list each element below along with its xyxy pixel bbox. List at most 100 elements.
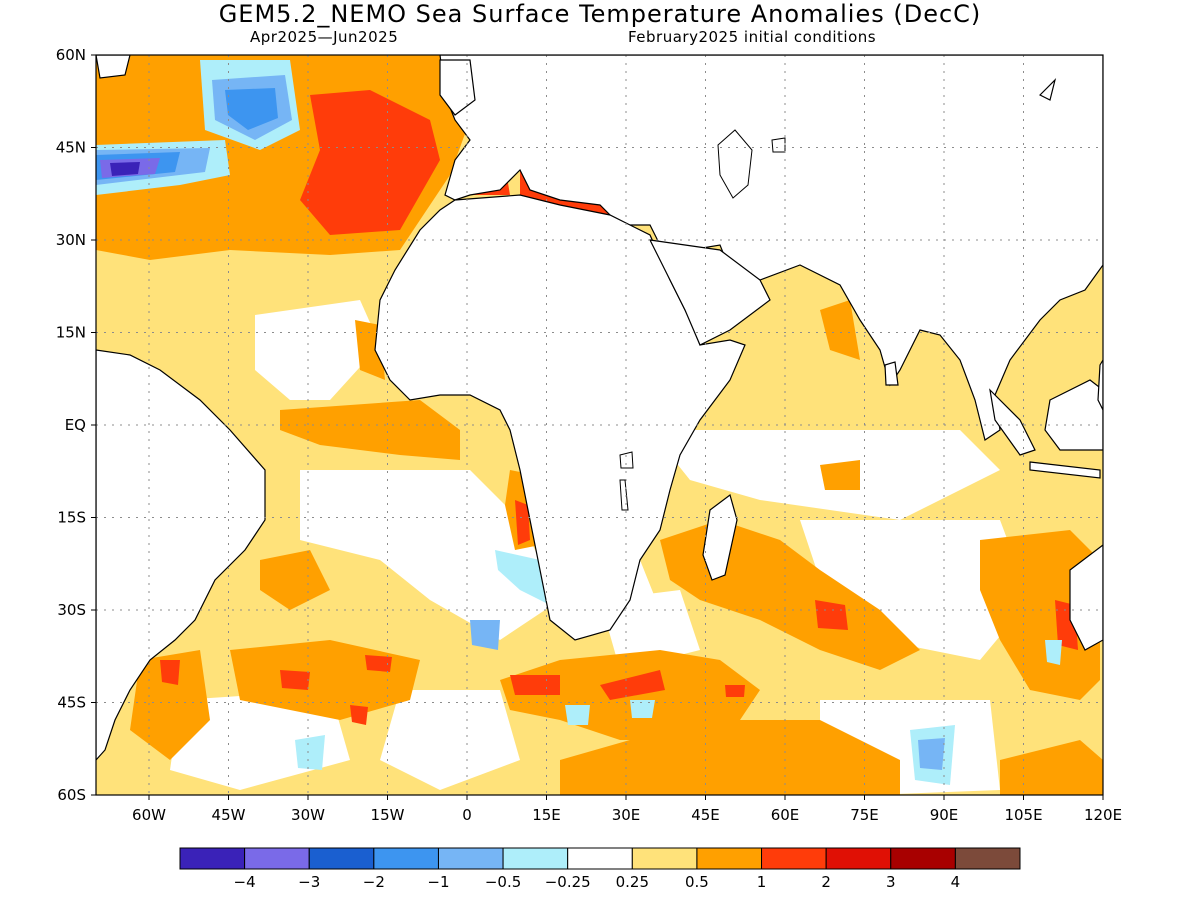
colorbar-swatch (308, 847, 375, 870)
map-title: GEM5.2_NEMO Sea Surface Temperature Anom… (218, 0, 982, 28)
lake-tanganyika (619, 479, 629, 511)
graticule (96, 55, 1103, 795)
greenland-tip-land (96, 55, 131, 79)
anomaly-band-0.5-1 (560, 720, 900, 795)
lon-tick-label: 105E (1004, 806, 1042, 824)
anomaly-band-neg-1 (225, 88, 278, 130)
anomaly-band-0.5-1 (1000, 740, 1103, 795)
colorbar-label: −0.25 (545, 873, 591, 891)
anomaly-band-neg-0.5 (470, 620, 500, 650)
anomaly-band-0.5-1 (820, 460, 860, 490)
lon-tick-label: 60W (132, 806, 166, 824)
caspian-sea (717, 129, 753, 199)
australia-land (1069, 544, 1103, 651)
anomaly-band-neutral (380, 690, 520, 790)
anomaly-band-neg-0.25 (495, 550, 550, 605)
colorbar-label: 4 (951, 873, 961, 891)
lon-tick-label: 15W (371, 806, 405, 824)
lat-tick-label: 30N (56, 231, 86, 249)
colorbar-swatch (502, 847, 569, 870)
anomaly-band-neg-0.25 (630, 700, 655, 718)
philippines-land (1097, 358, 1103, 411)
anomaly-band-0.5-1 (260, 550, 330, 610)
colorbar-label: 0.25 (616, 873, 649, 891)
borneo-land (1044, 379, 1103, 451)
colorbar-swatch (179, 847, 246, 870)
axis-ticks: 60W 45W 30W 15W 0 15E 30E 45E 60E 75E 90E 105E 120E 6… (56, 46, 1122, 824)
anomaly-band-neutral (800, 520, 1030, 660)
lat-tick-label: EQ (65, 416, 86, 434)
colorbar-label: −0.5 (485, 873, 521, 891)
madagascar-land (702, 493, 738, 581)
lon-tick-label: 15E (532, 806, 561, 824)
anomaly-band-neg-0.25 (1045, 640, 1062, 665)
colorbar-label: 2 (821, 873, 831, 891)
lon-tick-label: 60E (771, 806, 800, 824)
colorbar-label: −4 (234, 873, 256, 891)
colorbar-swatch (631, 847, 698, 870)
lon-tick-label: 30W (291, 806, 325, 824)
anomaly-band-neg-0.5 (918, 738, 945, 770)
anomaly-band-1-2 (725, 685, 745, 697)
lon-tick-label: 30E (612, 806, 641, 824)
anomaly-band-1-2 (815, 600, 848, 630)
colorbar-swatch (825, 847, 892, 870)
japan-land (1038, 78, 1057, 101)
lon-tick-label: 0 (462, 806, 472, 824)
anomaly-band-1-2 (160, 660, 180, 685)
colorbar-label: −1 (427, 873, 449, 891)
anomaly-band-1-2 (510, 675, 560, 695)
anomaly-band-1-2 (600, 670, 665, 700)
lon-tick-label: 75E (850, 806, 879, 824)
europe-asia-land (439, 55, 1103, 441)
colorbar-label: −2 (363, 873, 385, 891)
anomaly-band-neg-4 (110, 162, 140, 176)
anomaly-band-neg-0.25 (295, 735, 325, 770)
colorbar-swatch (567, 847, 633, 870)
anomaly-band-1-2 (350, 705, 368, 725)
lon-tick-label: 45W (212, 806, 246, 824)
colorbar-swatch (244, 847, 310, 870)
colorbar: −4 −3 −2 −1 −0.5 −0.25 0.25 0.5 1 2 3 4 (179, 847, 1021, 891)
lat-tick-label: 15S (57, 509, 86, 527)
anomaly-band-0.5-1 (280, 400, 460, 460)
anomaly-band-1-2 (280, 670, 310, 690)
lon-tick-label: 120E (1084, 806, 1122, 824)
sumatra-land (989, 388, 1036, 456)
lat-tick-label: 60S (57, 786, 86, 804)
colorbar-label: 0.5 (685, 873, 709, 891)
south-america-land (96, 349, 266, 761)
lon-tick-label: 90E (930, 806, 959, 824)
coastlines (96, 55, 1103, 761)
anomaly-band-1-2 (300, 90, 440, 235)
lake-victoria (619, 451, 634, 469)
anomaly-band-0.5-1 (820, 300, 860, 360)
lat-tick-label: 45N (56, 139, 86, 157)
colorbar-swatch (761, 847, 827, 870)
anomaly-band-neg-0.25 (565, 705, 590, 725)
colorbar-swatch (696, 847, 763, 870)
anomaly-band-neutral (300, 470, 560, 640)
sri-lanka-land (884, 361, 899, 386)
anomaly-band-1-2 (515, 500, 530, 545)
colorbar-swatch (890, 847, 956, 870)
anomaly-band-0.5-1 (130, 650, 210, 760)
lon-tick-label: 45E (691, 806, 720, 824)
colorbar-swatch (954, 847, 1021, 870)
british-isles-land (439, 59, 476, 116)
anomaly-band-neutral (255, 300, 380, 400)
lat-tick-label: 30S (57, 601, 86, 619)
colorbar-swatch (437, 847, 504, 870)
colorbar-label: −3 (298, 873, 320, 891)
arabia-land (648, 239, 771, 346)
lat-tick-label: 45S (57, 694, 86, 712)
anomaly-band-1-2 (365, 655, 392, 672)
initial-conditions: February2025 initial conditions (628, 28, 877, 46)
colorbar-swatch (373, 847, 439, 870)
java-land (1029, 461, 1101, 479)
lat-tick-label: 15N (56, 324, 86, 342)
lat-tick-label: 60N (56, 46, 86, 64)
colorbar-label: 1 (757, 873, 767, 891)
forecast-period: Apr2025—Jun2025 (250, 28, 399, 46)
